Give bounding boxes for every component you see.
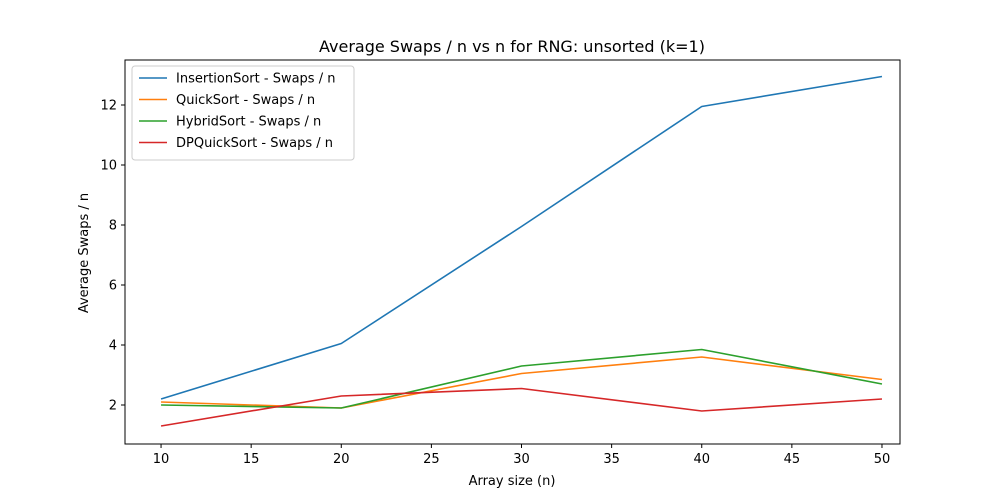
x-tick-label: 25 — [423, 452, 440, 467]
y-tick-label: 4 — [109, 339, 117, 354]
series-line-dpquicksort — [160, 387, 883, 427]
chart-title: Average Swaps / n vs n for RNG: unsorted… — [319, 37, 705, 56]
y-tick-label: 10 — [100, 159, 117, 174]
plot-area: 10 15 20 25 30 35 40 45 50 2 4 6 8 10 12 — [100, 59, 901, 467]
y-axis-label: Average Swaps / n — [77, 193, 92, 313]
x-tick-label: 45 — [784, 452, 801, 467]
x-tick-label: 35 — [603, 452, 620, 467]
x-tick-label: 50 — [874, 452, 891, 467]
series-line-insertionsort — [160, 75, 883, 400]
axes-frame — [124, 59, 901, 445]
y-tick-label: 12 — [100, 99, 117, 114]
x-axis-label: Array size (n) — [469, 474, 556, 489]
legend-box — [131, 65, 355, 161]
legend-label-quicksort: QuickSort - Swaps / n — [176, 93, 315, 108]
y-tick-label: 2 — [109, 399, 117, 414]
x-tick-label: 10 — [153, 452, 170, 467]
legend: InsertionSort - Swaps / n QuickSort - Swa… — [131, 65, 355, 161]
y-tick-label: 8 — [109, 219, 117, 234]
x-tick-label: 40 — [693, 452, 710, 467]
series-line-quicksort — [161, 356, 883, 409]
legend-label-insertionsort: InsertionSort - Swaps / n — [176, 72, 335, 87]
x-tick-label: 15 — [243, 452, 260, 467]
series-line-hybridsort — [161, 348, 883, 409]
x-tick-label: 30 — [513, 452, 530, 467]
legend-label-hybridsort: HybridSort - Swaps / n — [176, 115, 321, 130]
y-tick-label: 6 — [109, 279, 117, 294]
x-tick-label: 20 — [333, 452, 350, 467]
legend-label-dpquicksort: DPQuickSort - Swaps / n — [176, 136, 333, 151]
